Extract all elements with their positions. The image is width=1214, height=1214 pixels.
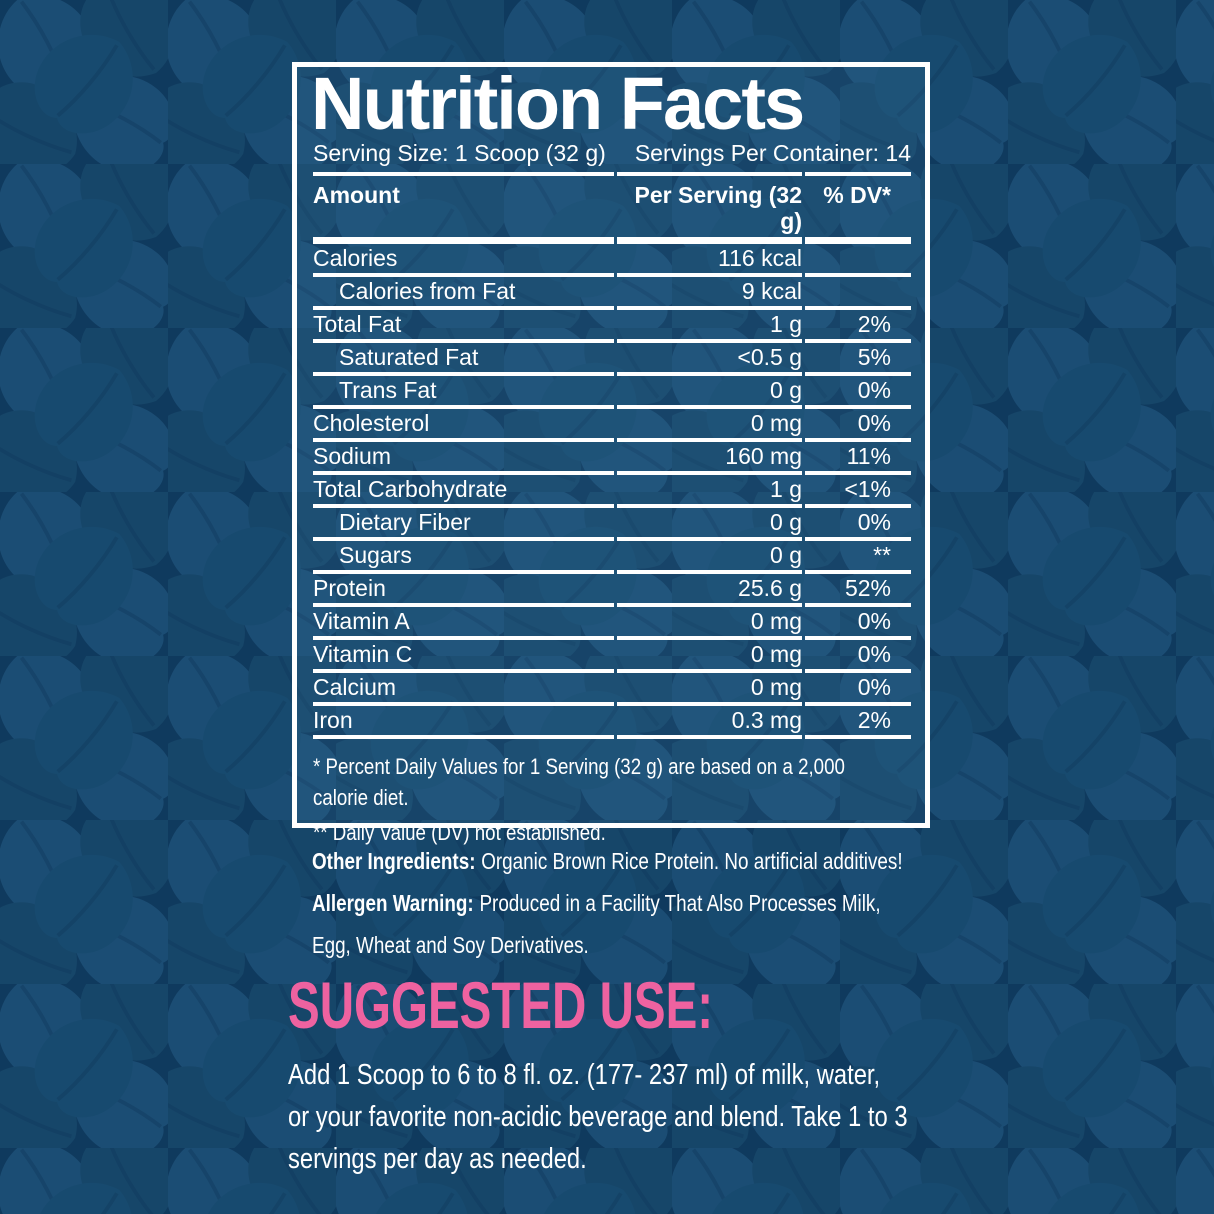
- serving-size: Serving Size: 1 Scoop (32 g): [313, 139, 606, 166]
- nutrient-dv: 0%: [805, 508, 911, 541]
- nutrient-dv: 0%: [805, 640, 911, 673]
- nutrient-label: Protein: [313, 574, 614, 607]
- table-row-vitamin-a: Vitamin A 0 mg 0%: [313, 607, 911, 640]
- other-ingredients-text: Organic Brown Rice Protein. No artificia…: [481, 848, 903, 874]
- servings-per-container: Servings Per Container: 14: [634, 139, 911, 166]
- nutrient-label: Sodium: [313, 442, 614, 475]
- serving-info-row: Serving Size: 1 Scoop (32 g) Servings Pe…: [313, 140, 911, 172]
- nutrient-dv: <1%: [805, 475, 911, 508]
- panel-title: Nutrition Facts: [311, 62, 805, 145]
- nutrient-label: Trans Fat: [313, 376, 614, 409]
- nutrient-dv: 2%: [805, 310, 911, 343]
- nutrient-label: Calories from Fat: [313, 277, 614, 310]
- column-header-amount: Amount: [313, 176, 614, 244]
- nutrient-dv: 5%: [805, 343, 911, 376]
- table-row-cholesterol: Cholesterol 0 mg 0%: [313, 409, 911, 442]
- divider: [313, 171, 911, 176]
- table-row-calories: Calories 116 kcal: [313, 244, 911, 277]
- allergen-warning-label: Allergen Warning:: [312, 890, 474, 916]
- nutrient-label: Sugars: [313, 541, 614, 574]
- table-row-sugars: Sugars 0 g **: [313, 541, 911, 574]
- allergen-warning: Allergen Warning: Produced in a Facility …: [312, 882, 890, 966]
- footnote-not-established: ** Daily Value (DV) not established.: [313, 819, 606, 845]
- nutrient-dv: 11%: [805, 442, 911, 475]
- nutrient-dv: 0%: [805, 673, 911, 706]
- nutrient-amount: 0 mg: [617, 673, 802, 706]
- table-row-protein: Protein 25.6 g 52%: [313, 574, 911, 607]
- nutrient-amount: 0 mg: [617, 409, 802, 442]
- nutrient-amount: 0.3 mg: [617, 706, 802, 739]
- table-row-total-carbohydrate: Total Carbohydrate 1 g <1%: [313, 475, 911, 508]
- ingredients-section: Other Ingredients: Organic Brown Rice Pro…: [312, 840, 1032, 966]
- table-row-saturated-fat: Saturated Fat <0.5 g 5%: [313, 343, 911, 376]
- footnote-dv: * Percent Daily Values for 1 Serving (32…: [313, 753, 845, 810]
- suggested-use-body: Add 1 Scoop to 6 to 8 fl. oz. (177- 237 …: [288, 1054, 1044, 1180]
- table-row-sodium: Sodium 160 mg 11%: [313, 442, 911, 475]
- allergen-warning-text: Produced in a Facility That Also Process…: [312, 890, 881, 958]
- nutrient-amount: 0 mg: [617, 607, 802, 640]
- table-header-row: Amount Per Serving (32 g) % DV*: [313, 176, 911, 244]
- other-ingredients: Other Ingredients: Organic Brown Rice Pro…: [312, 840, 903, 882]
- table-row-calories-from-fat: Calories from Fat 9 kcal: [313, 277, 911, 310]
- table-row-trans-fat: Trans Fat 0 g 0%: [313, 376, 911, 409]
- nutrient-label: Vitamin A: [313, 607, 614, 640]
- footnotes: * Percent Daily Values for 1 Serving (32…: [313, 751, 891, 848]
- table-row-total-fat: Total Fat 1 g 2%: [313, 310, 911, 343]
- nutrient-label: Saturated Fat: [313, 343, 614, 376]
- nutrient-dv: 0%: [805, 376, 911, 409]
- table-row-dietary-fiber: Dietary Fiber 0 g 0%: [313, 508, 911, 541]
- nutrient-dv: 2%: [805, 706, 911, 739]
- nutrient-label: Cholesterol: [313, 409, 614, 442]
- nutrient-label: Total Carbohydrate: [313, 475, 614, 508]
- suggested-use-line: Add 1 Scoop to 6 to 8 fl. oz. (177- 237 …: [288, 1059, 881, 1091]
- nutrient-dv: **: [805, 541, 911, 574]
- nutrient-dv: 0%: [805, 409, 911, 442]
- nutrient-amount: 160 mg: [617, 442, 802, 475]
- nutrient-label: Calories: [313, 244, 614, 277]
- nutrient-amount: 0 g: [617, 376, 802, 409]
- nutrient-label: Calcium: [313, 673, 614, 706]
- nutrient-amount: <0.5 g: [617, 343, 802, 376]
- nutrient-amount: 0 g: [617, 508, 802, 541]
- nutrition-facts-panel: Nutrition Facts Serving Size: 1 Scoop (3…: [292, 62, 930, 845]
- suggested-use-line: servings per day as needed.: [288, 1143, 587, 1175]
- suggested-use-section: SUGGESTED USE: Add 1 Scoop to 6 to 8 fl.…: [288, 972, 1044, 1180]
- column-header-per-serving: Per Serving (32 g): [617, 176, 802, 244]
- nutrient-dv: 0%: [805, 607, 911, 640]
- nutrient-label: Total Fat: [313, 310, 614, 343]
- column-header-dv: % DV*: [805, 176, 911, 244]
- nutrient-amount: 25.6 g: [617, 574, 802, 607]
- table-row-calcium: Calcium 0 mg 0%: [313, 673, 911, 706]
- nutrient-amount: 9 kcal: [617, 277, 802, 310]
- table-row-iron: Iron 0.3 mg 2%: [313, 706, 911, 739]
- nutrient-amount: 0 g: [617, 541, 802, 574]
- nutrient-dv: [805, 277, 911, 310]
- nutrient-dv: [805, 244, 911, 277]
- nutrient-label: Dietary Fiber: [313, 508, 614, 541]
- other-ingredients-label: Other Ingredients:: [312, 848, 476, 874]
- nutrient-dv: 52%: [805, 574, 911, 607]
- nutrient-amount: 1 g: [617, 310, 802, 343]
- nutrient-amount: 0 mg: [617, 640, 802, 673]
- table-row-vitamin-c: Vitamin C 0 mg 0%: [313, 640, 911, 673]
- nutrient-amount: 116 kcal: [617, 244, 802, 277]
- suggested-use-line: or your favorite non-acidic beverage and…: [288, 1101, 908, 1133]
- suggested-use-heading: SUGGESTED USE:: [288, 968, 714, 1042]
- nutrient-label: Vitamin C: [313, 640, 614, 673]
- nutrient-label: Iron: [313, 706, 614, 739]
- nutrient-amount: 1 g: [617, 475, 802, 508]
